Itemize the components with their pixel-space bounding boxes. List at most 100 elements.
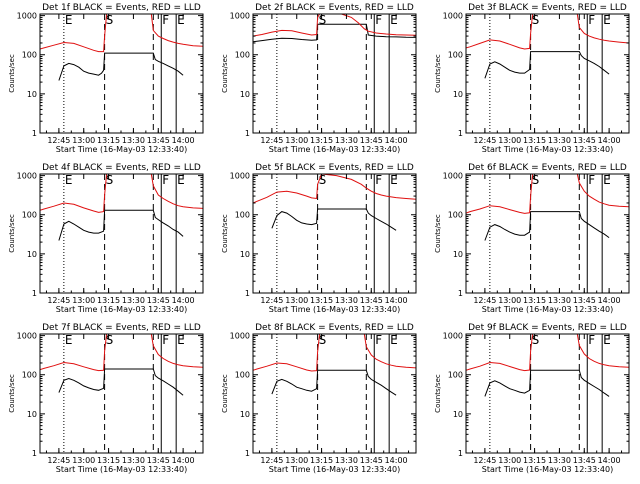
chart-title: Det 8f BLACK = Events, RED = LLD — [255, 323, 414, 333]
marker-label: F — [588, 333, 595, 347]
y-tick-label: 1 — [32, 129, 37, 138]
x-tick-label: 13:00 — [72, 296, 95, 305]
x-axis-label: Start Time (16-May-03 12:33:40) — [482, 305, 613, 314]
x-tick-label: 13:00 — [72, 456, 95, 465]
x-tick-label: 12:45 — [47, 136, 70, 145]
marker-label: F — [162, 13, 169, 27]
x-axis-label: Start Time (16-May-03 12:33:40) — [269, 305, 400, 314]
marker-label: S — [532, 13, 540, 27]
y-tick-label: 10 — [27, 90, 37, 99]
chart-title: Det 9f BLACK = Events, RED = LLD — [468, 323, 627, 333]
y-tick-label: 10 — [453, 250, 463, 259]
chart-title: Det 5f BLACK = Events, RED = LLD — [255, 163, 414, 173]
chart-title: Det 4f BLACK = Events, RED = LLD — [42, 163, 201, 173]
y-tick-label: 10 — [240, 410, 250, 419]
y-tick-label: 100 — [448, 51, 463, 60]
x-tick-label: 13:45 — [573, 136, 596, 145]
x-tick-label: 13:00 — [498, 456, 521, 465]
marker-label: S — [319, 13, 327, 27]
x-tick-label: 14:00 — [385, 456, 408, 465]
marker-label: E — [177, 13, 185, 27]
x-tick-label: 14:00 — [598, 456, 621, 465]
x-tick-label: 13:45 — [147, 136, 170, 145]
series-events-line — [484, 51, 610, 79]
plot-frame — [252, 13, 417, 134]
marker-label: E — [177, 173, 185, 187]
y-tick-label: 10 — [453, 90, 463, 99]
y-tick-label: 1 — [458, 289, 463, 298]
y-axis-label: Counts/sec — [434, 214, 442, 253]
series-events-line — [58, 209, 184, 241]
x-tick-label: 13:15 — [310, 296, 333, 305]
y-axis-label: Counts/sec — [434, 374, 442, 413]
x-tick-label: 13:15 — [523, 296, 546, 305]
x-tick-label: 14:00 — [172, 296, 195, 305]
y-tick-label: 10 — [27, 410, 37, 419]
plot-frame — [465, 13, 630, 134]
x-tick-label: 12:45 — [473, 136, 496, 145]
marker-label: S — [532, 173, 540, 187]
marker-label: F — [375, 173, 382, 187]
marker-label: E — [65, 13, 73, 27]
y-tick-label: 1 — [32, 449, 37, 458]
y-tick-label: 10 — [27, 250, 37, 259]
x-tick-label: 14:00 — [598, 136, 621, 145]
y-tick-label: 100 — [448, 371, 463, 380]
chart-title: Det 7f BLACK = Events, RED = LLD — [42, 323, 201, 333]
x-tick-label: 13:00 — [285, 296, 308, 305]
series-events-line — [58, 368, 184, 396]
x-tick-label: 13:30 — [548, 296, 571, 305]
marker-label: E — [390, 333, 398, 347]
y-tick-label: 1000 — [17, 12, 37, 21]
y-tick-label: 1000 — [230, 172, 250, 181]
series-lld-line — [466, 174, 629, 214]
x-tick-label: 13:45 — [360, 456, 383, 465]
x-tick-label: 13:15 — [310, 136, 333, 145]
x-tick-label: 13:15 — [97, 456, 120, 465]
marker-label: S — [319, 333, 327, 347]
y-tick-label: 1000 — [443, 12, 463, 21]
x-axis-label: Start Time (16-May-03 12:33:40) — [482, 145, 613, 154]
plot-frame — [39, 333, 204, 454]
marker-label: F — [375, 13, 382, 27]
x-tick-label: 12:45 — [260, 136, 283, 145]
x-tick-label: 13:15 — [97, 136, 120, 145]
marker-label: E — [65, 333, 73, 347]
chart-title: Det 2f BLACK = Events, RED = LLD — [255, 3, 414, 13]
x-tick-label: 13:45 — [147, 456, 170, 465]
x-tick-label: 13:30 — [335, 456, 358, 465]
y-tick-label: 10 — [240, 250, 250, 259]
x-tick-label: 13:15 — [523, 456, 546, 465]
y-tick-label: 10 — [453, 410, 463, 419]
x-tick-label: 12:45 — [47, 296, 70, 305]
x-axis-label: Start Time (16-May-03 12:33:40) — [269, 145, 400, 154]
series-lld-line — [40, 14, 203, 53]
x-tick-label: 13:45 — [360, 296, 383, 305]
y-axis-label: Counts/sec — [8, 374, 16, 413]
series-lld-line — [466, 14, 629, 50]
marker-label: S — [106, 173, 114, 187]
y-axis-label: Counts/sec — [434, 54, 442, 93]
x-tick-label: 14:00 — [598, 296, 621, 305]
y-tick-label: 10 — [240, 90, 250, 99]
marker-label: F — [588, 13, 595, 27]
series-events-line — [484, 211, 610, 241]
x-tick-label: 14:00 — [385, 296, 408, 305]
y-tick-label: 100 — [448, 211, 463, 220]
y-tick-label: 1 — [245, 129, 250, 138]
y-tick-label: 100 — [22, 51, 37, 60]
y-axis-label: Counts/sec — [221, 54, 229, 93]
chart-title: Det 6f BLACK = Events, RED = LLD — [468, 163, 627, 173]
chart-title: Det 1f BLACK = Events, RED = LLD — [42, 3, 201, 13]
x-tick-label: 12:45 — [260, 296, 283, 305]
x-tick-label: 13:45 — [573, 296, 596, 305]
x-axis-label: Start Time (16-May-03 12:33:40) — [56, 305, 187, 314]
series-events-line — [271, 369, 397, 396]
x-tick-label: 13:30 — [335, 296, 358, 305]
x-tick-label: 13:00 — [285, 456, 308, 465]
